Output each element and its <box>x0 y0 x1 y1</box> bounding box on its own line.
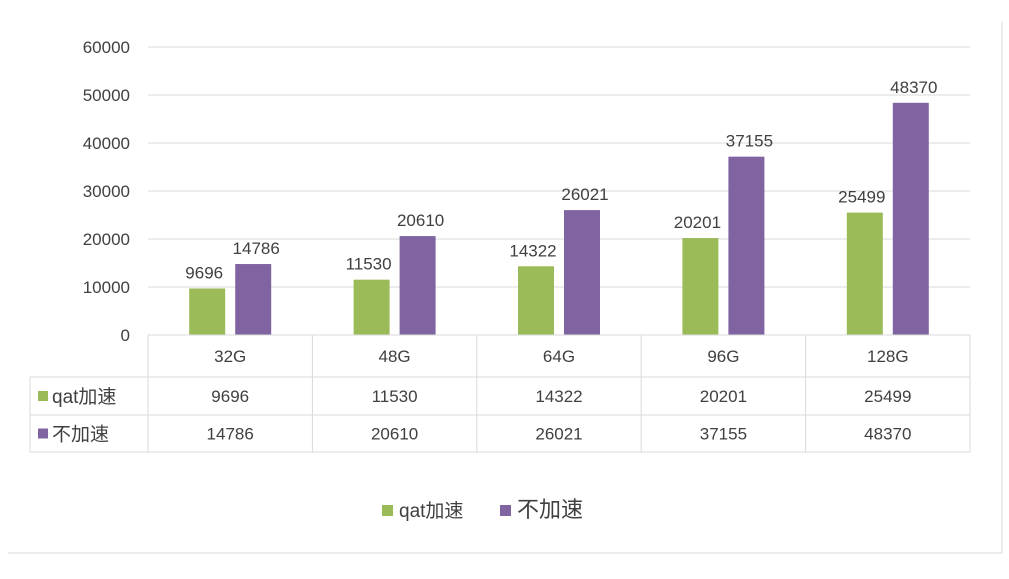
y-tick-label: 20000 <box>83 230 130 249</box>
table-legend-key <box>38 428 48 439</box>
table-cell: 11530 <box>372 387 418 406</box>
y-tick-label: 60000 <box>83 38 130 57</box>
bar-qat-32G <box>189 288 226 335</box>
bar-qat-64G <box>518 266 554 335</box>
bar-no-accel-64G <box>564 210 600 335</box>
y-tick-label: 10000 <box>83 278 130 297</box>
y-tick-label: 40000 <box>83 134 130 153</box>
data-label: 11530 <box>346 255 392 274</box>
data-label: 14786 <box>233 239 280 258</box>
bar-qat-96G <box>682 238 719 335</box>
bar-no-accel-48G <box>399 236 436 335</box>
x-category-label: 128G <box>867 347 909 366</box>
y-tick-label: 50000 <box>83 86 130 105</box>
table-cell: 26021 <box>535 425 582 444</box>
table-legend-key <box>38 391 48 401</box>
bar-no-accel-128G <box>892 102 929 335</box>
data-label: 20201 <box>674 213 721 232</box>
table-cell: 14322 <box>535 387 582 406</box>
data-labels: 9696 14786 11530 20610 14322 26021 20201 37155 2… <box>185 78 937 283</box>
data-label: 14322 <box>509 241 556 260</box>
legend-key <box>382 505 393 516</box>
table-cell: 37155 <box>700 425 747 444</box>
table-cell: 20201 <box>700 387 747 406</box>
x-category-label: 48G <box>379 347 411 366</box>
table-series-name: qat加速 <box>52 386 116 408</box>
table-cell: 48370 <box>864 425 911 444</box>
data-label: 25499 <box>838 188 885 207</box>
data-label: 48370 <box>890 78 937 97</box>
bar-no-accel-96G <box>728 156 765 335</box>
x-category-label: 32G <box>214 347 246 366</box>
y-tick-label: 0 <box>121 326 130 345</box>
bar-qat-128G <box>846 212 883 335</box>
y-tick-label: 30000 <box>83 182 130 201</box>
gridlines <box>148 46 970 288</box>
data-label: 20610 <box>397 211 444 230</box>
bars <box>189 102 929 335</box>
data-table: 32G 48G 64G 96G 128G qat加速 9696 11530 14322 20201… <box>29 334 971 453</box>
data-label: 37155 <box>726 132 773 151</box>
table-cell: 14786 <box>207 425 254 444</box>
table-cell: 20610 <box>371 425 418 444</box>
legend-key <box>500 505 511 516</box>
legend-label: 不加速 <box>517 497 583 522</box>
data-label: 26021 <box>561 185 608 204</box>
legend: qat加速 不加速 <box>382 497 583 522</box>
legend-label: qat加速 <box>399 500 463 522</box>
y-axis-tick-labels: 0 10000 20000 30000 40000 50000 60000 <box>83 38 130 345</box>
table-series-name: 不加速 <box>52 424 109 446</box>
bar-qat-48G <box>353 279 390 335</box>
x-category-label: 96G <box>707 347 739 366</box>
bar-no-accel-32G <box>235 264 272 335</box>
table-cell: 9696 <box>211 387 249 406</box>
x-category-label: 64G <box>543 347 575 366</box>
data-label: 9696 <box>185 263 223 282</box>
table-cell: 25499 <box>864 387 911 406</box>
